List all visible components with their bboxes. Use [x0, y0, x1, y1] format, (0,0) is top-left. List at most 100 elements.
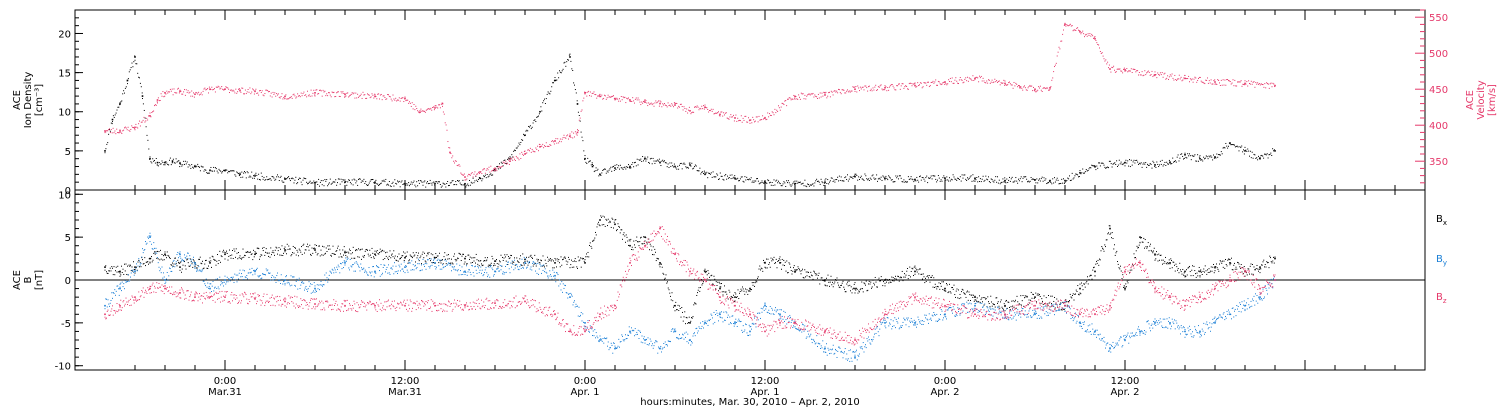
data-point [677, 304, 679, 306]
data-point [612, 95, 614, 97]
data-point [123, 283, 125, 285]
data-point [1045, 178, 1047, 180]
data-point [1038, 294, 1040, 296]
data-point [584, 322, 586, 324]
data-point [705, 272, 707, 274]
data-point [110, 270, 112, 272]
data-point [975, 299, 977, 301]
data-point [474, 257, 476, 259]
data-point [691, 112, 693, 114]
data-point [337, 245, 339, 247]
data-point [312, 252, 314, 254]
data-point [244, 270, 245, 272]
data-point [549, 259, 551, 261]
data-point [118, 106, 120, 108]
data-point [1196, 160, 1198, 162]
data-point [434, 182, 436, 184]
data-point [1094, 36, 1096, 38]
data-point [266, 270, 268, 272]
data-point [671, 103, 673, 105]
data-point [1036, 178, 1038, 180]
data-point [734, 322, 736, 324]
data-point [305, 178, 307, 180]
data-point [392, 181, 394, 183]
data-point [992, 82, 994, 84]
data-point [646, 102, 648, 104]
data-point [481, 180, 483, 182]
data-point [494, 260, 496, 262]
data-point [932, 175, 934, 177]
data-point [863, 89, 865, 91]
data-point [745, 179, 747, 181]
data-point [388, 255, 390, 257]
data-point [921, 177, 923, 179]
data-point [462, 174, 464, 176]
data-point [1172, 261, 1174, 263]
data-point [175, 92, 177, 94]
data-point [1004, 82, 1006, 85]
data-point [421, 110, 423, 112]
data-point [643, 242, 645, 244]
data-point [658, 264, 660, 266]
data-point [315, 89, 317, 91]
data-point [1069, 24, 1070, 26]
data-point [1270, 261, 1272, 263]
data-point [432, 254, 434, 256]
data-point [518, 261, 520, 263]
data-point [749, 288, 751, 290]
data-point [286, 98, 288, 100]
data-point [490, 264, 491, 266]
data-point [409, 185, 410, 187]
data-point [128, 129, 130, 131]
data-point [448, 184, 450, 186]
data-point [358, 95, 360, 97]
data-point [335, 95, 337, 97]
data-point [1013, 181, 1015, 183]
data-point [488, 175, 490, 177]
data-point [979, 77, 981, 79]
data-point [848, 90, 850, 92]
data-point [1273, 149, 1275, 151]
data-point [834, 281, 836, 283]
data-point [467, 175, 469, 177]
data-point [1165, 256, 1166, 258]
data-point [970, 78, 972, 80]
data-point [282, 98, 284, 100]
data-point [558, 258, 560, 260]
data-point [549, 144, 551, 146]
data-point [1168, 163, 1169, 165]
data-point [1156, 161, 1158, 163]
data-point [711, 176, 713, 178]
data-point [719, 115, 721, 117]
data-point [802, 93, 804, 95]
data-point [1068, 25, 1070, 27]
data-point [154, 247, 155, 249]
data-point [1043, 295, 1045, 297]
data-point [156, 101, 158, 103]
data-point [857, 85, 859, 87]
data-point [390, 186, 392, 188]
data-point [203, 88, 205, 90]
data-point [721, 111, 723, 113]
data-point [224, 88, 226, 90]
data-point [1270, 257, 1271, 259]
data-point [286, 282, 288, 284]
data-point [238, 278, 239, 280]
data-point [314, 182, 316, 184]
data-point [846, 178, 848, 180]
data-point [777, 260, 779, 262]
data-point [379, 252, 380, 254]
data-point [1217, 156, 1219, 158]
data-point [1250, 157, 1252, 159]
data-point [526, 152, 528, 154]
data-point [289, 180, 291, 182]
data-point [513, 261, 515, 263]
data-point [928, 275, 930, 277]
data-point [1067, 25, 1069, 27]
data-point [187, 252, 189, 254]
data-point [1049, 181, 1051, 183]
data-point [1213, 154, 1214, 156]
data-point [395, 182, 397, 184]
data-point [1170, 258, 1172, 260]
data-point [1205, 79, 1207, 81]
